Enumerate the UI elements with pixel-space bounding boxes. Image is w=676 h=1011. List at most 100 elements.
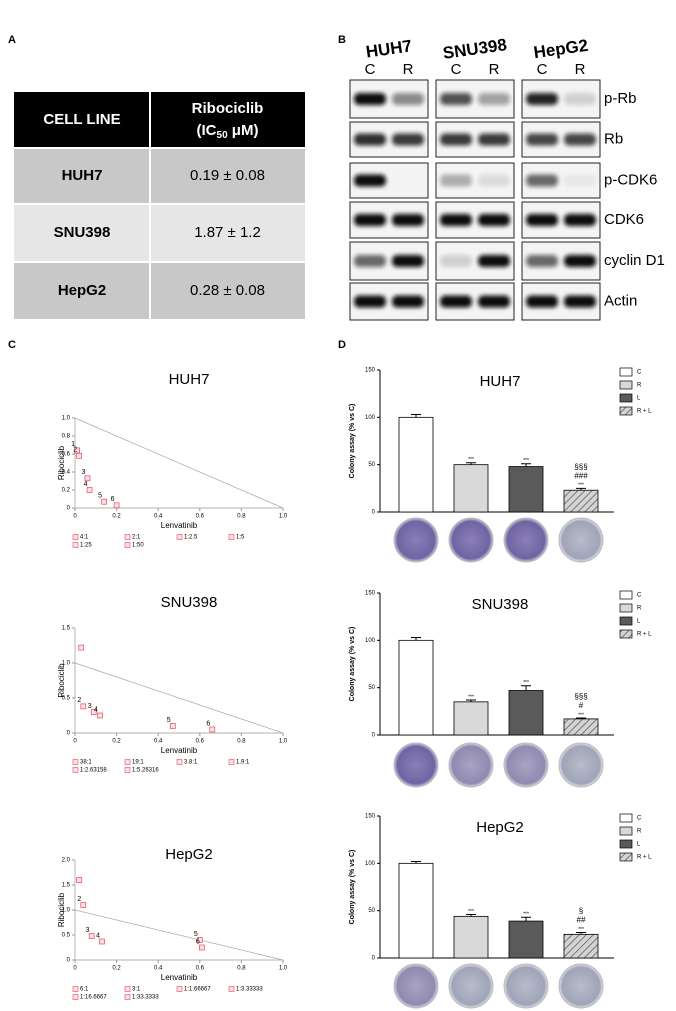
x-tick-label: 0.6: [196, 966, 205, 972]
point-label: 4: [96, 932, 100, 939]
blot-band: [564, 174, 596, 187]
point-label: 4: [84, 481, 88, 488]
point: [74, 447, 80, 454]
y-tick-label: 100: [365, 861, 376, 867]
legend-marker: [176, 986, 183, 992]
blot-band: [526, 133, 558, 146]
y-axis-label: Colony assay (% vs C): [349, 850, 356, 925]
error-bar: [466, 462, 476, 465]
legend-label: 1:2.63158: [80, 768, 107, 774]
blot-band: [526, 255, 558, 267]
blot-band: [354, 133, 386, 146]
colony-dish: [503, 963, 549, 1009]
significance-label: ***: [468, 457, 474, 463]
chart-title: SNU398: [161, 594, 218, 611]
error-bar: [466, 913, 476, 917]
significance-label: ***: [523, 680, 529, 686]
legend-swatch: [619, 629, 633, 639]
significance-label: ***: [578, 483, 584, 489]
blot-band: [392, 295, 424, 308]
point-label: 6: [111, 496, 115, 503]
blot-band: [478, 93, 510, 105]
blot-band: [354, 214, 386, 226]
table-row-bg: [14, 204, 305, 262]
point: [86, 487, 93, 493]
legend-swatch: [619, 616, 633, 626]
error-bar: [411, 636, 421, 641]
colony-dish: [558, 742, 604, 788]
significance-label: ***: [468, 694, 474, 700]
point-label: 5: [167, 717, 171, 724]
blot-band: [564, 214, 596, 226]
y-tick-label: 150: [365, 591, 376, 597]
blot-band: [526, 93, 558, 105]
colony-dish: [393, 742, 439, 788]
y-tick-label: 50: [368, 685, 375, 691]
y-tick-label: 1.0: [62, 416, 71, 422]
legend-swatch: [619, 603, 633, 613]
colony-dish: [393, 517, 439, 563]
point-label: 4: [94, 706, 98, 713]
cell-line-label: HUH7: [365, 36, 413, 61]
panel-label: C: [8, 339, 16, 351]
point: [80, 703, 87, 710]
point-label: 6: [206, 720, 210, 727]
blot-band: [440, 295, 472, 308]
y-tick-label: 0.5: [62, 933, 71, 939]
y-axis-label: Colony assay (% vs C): [349, 627, 356, 702]
error-bar: [576, 931, 586, 935]
blot-band: [564, 255, 596, 267]
colony-dish: [503, 517, 549, 563]
point: [99, 938, 105, 945]
legend-label: 1:1.66667: [184, 987, 211, 993]
y-tick-label: 50: [368, 908, 375, 914]
legend-label: 6:1: [80, 987, 89, 993]
point: [199, 944, 205, 951]
legend-marker: [124, 767, 131, 773]
y-tick-label: 50: [368, 462, 375, 468]
table-row-bg: [14, 262, 305, 320]
blot-band: [392, 214, 424, 226]
significance-label: §§§: [574, 462, 587, 471]
bar: [453, 915, 489, 959]
legend-marker: [124, 759, 131, 765]
point: [90, 709, 97, 715]
legend-label: R + L: [637, 855, 652, 861]
y-tick-label: 100: [365, 638, 376, 644]
bar: [563, 933, 599, 959]
legend-label: R: [637, 383, 642, 389]
table-cell: HUH7: [62, 167, 103, 184]
y-tick-label: 1.5: [62, 626, 71, 632]
point-label: 2: [77, 896, 81, 903]
error-bar: [576, 717, 586, 719]
legend-label: 19:1: [132, 760, 144, 766]
point: [80, 902, 87, 908]
blot-band: [392, 133, 424, 146]
x-tick-label: 0: [73, 739, 77, 745]
protein-label: cyclin D1: [604, 252, 665, 269]
legend-swatch: [619, 590, 633, 600]
legend-marker: [72, 994, 79, 1000]
x-tick-label: 0: [73, 966, 77, 972]
table-cell: HepG2: [58, 282, 106, 299]
blot-band: [392, 93, 424, 105]
chart-title: HUH7: [169, 371, 210, 388]
x-tick-label: 0: [73, 514, 77, 520]
blot-band: [526, 295, 558, 308]
x-tick-label: 0.6: [196, 514, 205, 520]
bar: [453, 701, 489, 736]
colony-dish: [558, 517, 604, 563]
point: [169, 723, 176, 729]
legend-label: R + L: [637, 632, 652, 638]
blot-band: [440, 93, 472, 105]
error-bar: [411, 413, 421, 418]
blot-band: [354, 93, 386, 105]
blot-band: [354, 255, 386, 267]
legend-swatch: [619, 367, 633, 377]
legend-marker: [228, 759, 235, 765]
y-tick-label: 0: [372, 733, 376, 739]
y-tick-label: 2.0: [62, 858, 71, 864]
blot-band: [440, 214, 472, 226]
colony-dish: [558, 963, 604, 1009]
